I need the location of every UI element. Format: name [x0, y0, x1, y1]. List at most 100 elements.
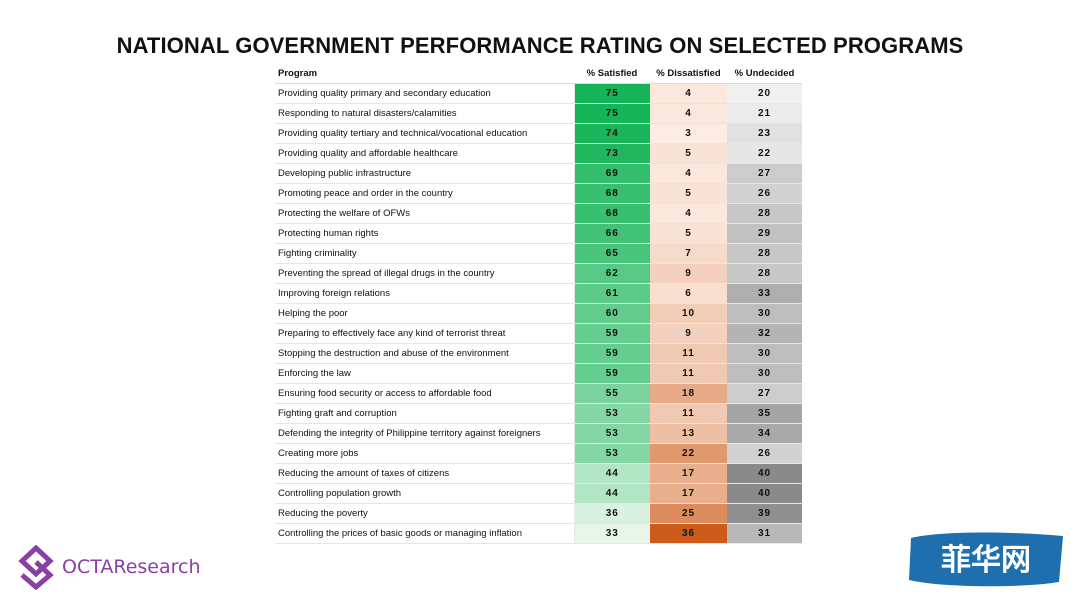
dissatisfied-cell: 17 [650, 463, 727, 484]
undecided-cell: 29 [727, 223, 802, 244]
program-cell: Helping the poor [275, 303, 575, 324]
dissatisfied-cell: 7 [650, 243, 727, 264]
program-cell: Ensuring food security or access to affo… [275, 383, 575, 404]
column-header-satisfied: % Satisfied [574, 64, 650, 84]
table-row: Preparing to effectively face any kind o… [275, 323, 802, 344]
satisfied-cell: 62 [574, 263, 650, 284]
table-row: Enforcing the law 59 11 30 [275, 363, 802, 384]
table-row: Responding to natural disasters/calamiti… [275, 103, 802, 124]
satisfied-cell: 61 [574, 283, 650, 304]
dissatisfied-cell: 5 [650, 143, 727, 164]
table-row: Providing quality primary and secondary … [275, 83, 802, 104]
program-cell: Improving foreign relations [275, 283, 575, 304]
satisfied-cell: 59 [574, 343, 650, 364]
program-cell: Providing quality and affordable healthc… [275, 143, 575, 164]
satisfied-cell: 55 [574, 383, 650, 404]
table-row: Defending the integrity of Philippine te… [275, 423, 802, 444]
dissatisfied-cell: 11 [650, 343, 727, 364]
dissatisfied-cell: 9 [650, 263, 727, 284]
program-cell: Enforcing the law [275, 363, 575, 384]
program-cell: Preparing to effectively face any kind o… [275, 323, 575, 344]
undecided-cell: 28 [727, 243, 802, 264]
watermark-text: 菲华网 [941, 543, 1031, 578]
undecided-cell: 26 [727, 183, 802, 204]
dissatisfied-cell: 4 [650, 83, 727, 104]
undecided-cell: 30 [727, 363, 802, 384]
satisfied-cell: 66 [574, 223, 650, 244]
table-row: Helping the poor 60 10 30 [275, 303, 802, 324]
satisfied-cell: 65 [574, 243, 650, 264]
satisfied-cell: 68 [574, 203, 650, 224]
program-cell: Stopping the destruction and abuse of th… [275, 343, 575, 364]
column-header-dissatisfied: % Dissatisfied [650, 64, 727, 84]
program-cell: Promoting peace and order in the country [275, 183, 575, 204]
program-cell: Developing public infrastructure [275, 163, 575, 184]
table-row: Protecting the welfare of OFWs 68 4 28 [275, 203, 802, 224]
satisfied-cell: 53 [574, 403, 650, 424]
octa-diamond-logo-icon [18, 544, 54, 590]
table-row: Providing quality tertiary and technical… [275, 123, 802, 144]
table-row: Creating more jobs 53 22 26 [275, 443, 802, 464]
dissatisfied-cell: 4 [650, 203, 727, 224]
satisfied-cell: 59 [574, 363, 650, 384]
satisfied-cell: 44 [574, 463, 650, 484]
watermark-badge: 菲华网 [909, 532, 1063, 587]
dissatisfied-cell: 4 [650, 163, 727, 184]
program-cell: Protecting human rights [275, 223, 575, 244]
dissatisfied-cell: 4 [650, 103, 727, 124]
column-header-program: Program [275, 64, 574, 84]
table-row: Fighting graft and corruption 53 11 35 [275, 403, 802, 424]
column-header-undecided: % Undecided [727, 64, 802, 84]
undecided-cell: 31 [727, 523, 802, 544]
dissatisfied-cell: 11 [650, 363, 727, 384]
satisfied-cell: 33 [574, 523, 650, 544]
dissatisfied-cell: 25 [650, 503, 727, 524]
brand-name: OCTAResearch [62, 556, 201, 578]
dissatisfied-cell: 18 [650, 383, 727, 404]
program-cell: Reducing the amount of taxes of citizens [275, 463, 575, 484]
satisfied-cell: 74 [574, 123, 650, 144]
dissatisfied-cell: 36 [650, 523, 727, 544]
program-cell: Providing quality tertiary and technical… [275, 123, 575, 144]
table-row: Reducing the poverty 36 25 39 [275, 503, 802, 524]
table-row: Controlling population growth 44 17 40 [275, 483, 802, 504]
table-row: Promoting peace and order in the country… [275, 183, 802, 204]
program-cell: Fighting graft and corruption [275, 403, 575, 424]
satisfied-cell: 75 [574, 103, 650, 124]
undecided-cell: 28 [727, 203, 802, 224]
program-cell: Fighting criminality [275, 243, 575, 264]
undecided-cell: 30 [727, 303, 802, 324]
undecided-cell: 20 [727, 83, 802, 104]
program-cell: Controlling the prices of basic goods or… [275, 523, 575, 544]
table-row: Ensuring food security or access to affo… [275, 383, 802, 404]
program-cell: Creating more jobs [275, 443, 575, 464]
dissatisfied-cell: 11 [650, 403, 727, 424]
dissatisfied-cell: 22 [650, 443, 727, 464]
dissatisfied-cell: 17 [650, 483, 727, 504]
table-row: Providing quality and affordable healthc… [275, 143, 802, 164]
satisfied-cell: 73 [574, 143, 650, 164]
undecided-cell: 32 [727, 323, 802, 344]
table-row: Improving foreign relations 61 6 33 [275, 283, 802, 304]
satisfied-cell: 59 [574, 323, 650, 344]
undecided-cell: 21 [727, 103, 802, 124]
satisfied-cell: 44 [574, 483, 650, 504]
program-cell: Responding to natural disasters/calamiti… [275, 103, 575, 124]
performance-table: Program % Satisfied % Dissatisfied % Und… [275, 64, 802, 544]
dissatisfied-cell: 13 [650, 423, 727, 444]
table-row: Reducing the amount of taxes of citizens… [275, 463, 802, 484]
satisfied-cell: 68 [574, 183, 650, 204]
table-header-row: Program % Satisfied % Dissatisfied % Und… [275, 64, 802, 84]
undecided-cell: 27 [727, 163, 802, 184]
satisfied-cell: 36 [574, 503, 650, 524]
dissatisfied-cell: 3 [650, 123, 727, 144]
undecided-cell: 33 [727, 283, 802, 304]
table-row: Fighting criminality 65 7 28 [275, 243, 802, 264]
undecided-cell: 34 [727, 423, 802, 444]
undecided-cell: 39 [727, 503, 802, 524]
dissatisfied-cell: 5 [650, 183, 727, 204]
brand-logo: OCTAResearch [16, 544, 201, 590]
table-row: Controlling the prices of basic goods or… [275, 523, 802, 544]
satisfied-cell: 75 [574, 83, 650, 104]
undecided-cell: 28 [727, 263, 802, 284]
